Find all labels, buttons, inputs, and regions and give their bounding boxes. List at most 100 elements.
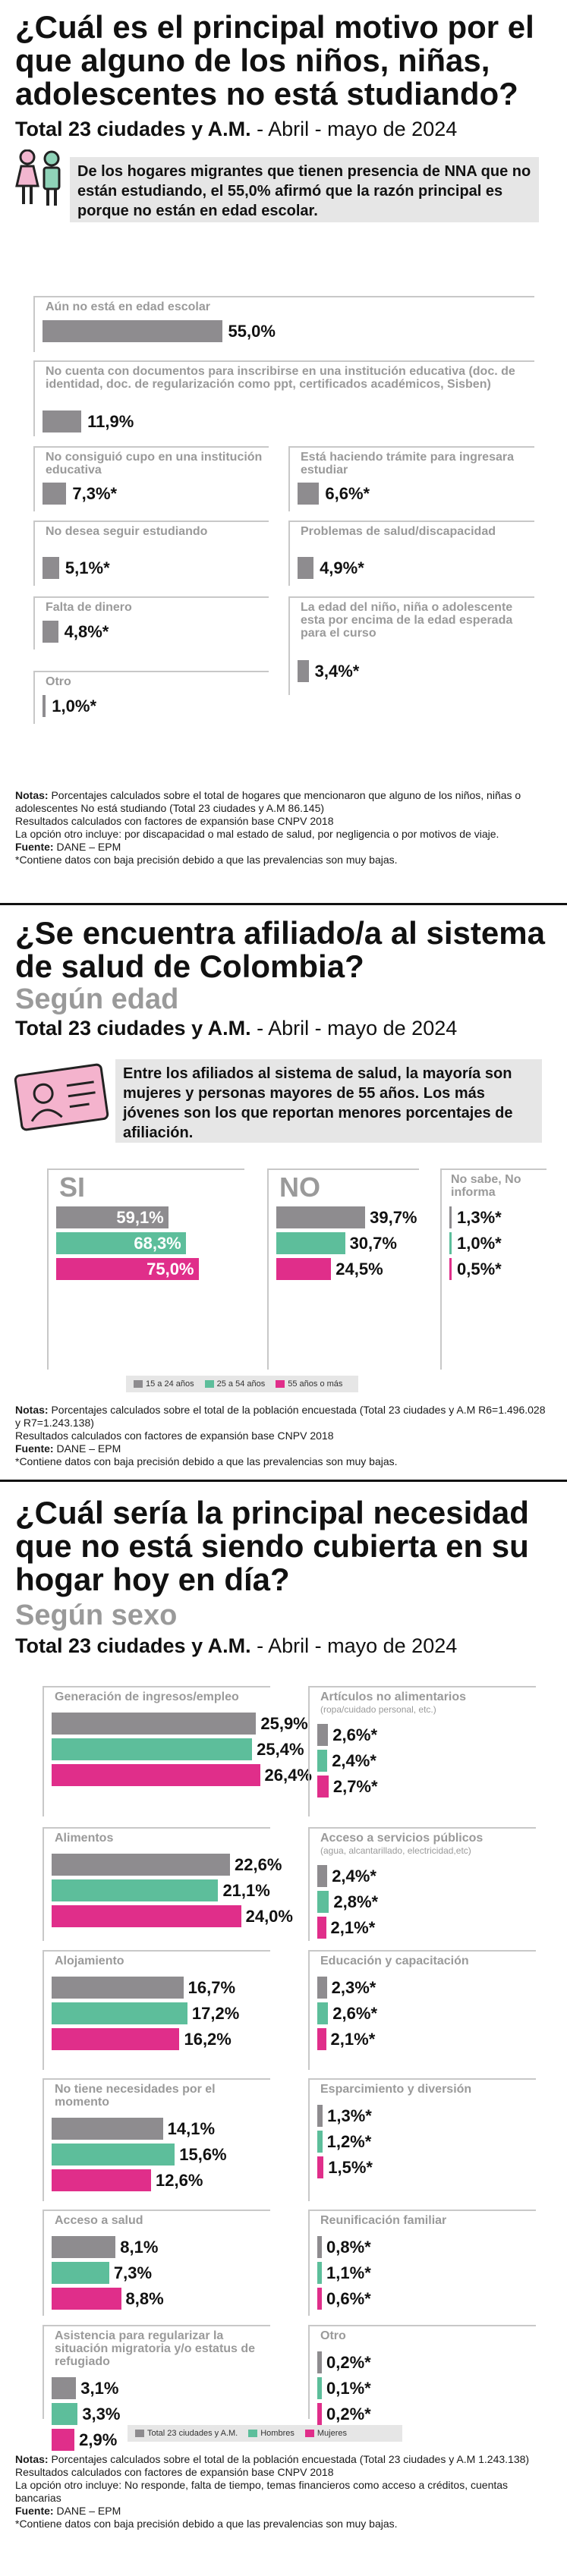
affiliation-group-label: No sabe, No informa xyxy=(451,1173,521,1199)
reason-value: 3,4%* xyxy=(314,662,360,681)
reason-value: 5,1%* xyxy=(65,558,110,577)
reason-label: La edad del niño, niña o adolescente est… xyxy=(301,601,513,640)
need-label: Reunificación familiar xyxy=(320,2214,447,2227)
need-label: Otro xyxy=(320,2329,346,2342)
need-label: Generación de ingresos/empleo xyxy=(55,1691,239,1703)
section-divider xyxy=(0,1480,567,1482)
need-bar xyxy=(52,2144,175,2166)
affiliation-bar xyxy=(449,1258,452,1280)
affiliation-panel-si: SI 59,1% 68,3% 75,0% xyxy=(47,1168,244,1370)
affiliation-value: 30,7% xyxy=(349,1234,397,1253)
need-value: 26,4% xyxy=(264,1766,312,1785)
section3-notes: Notas: Porcentajes calculados sobre el t… xyxy=(15,2453,530,2530)
need-bar xyxy=(317,2288,322,2310)
need-value: 2,4%* xyxy=(332,1751,376,1770)
need-value: 21,1% xyxy=(222,1881,270,1900)
need-bar xyxy=(317,1724,329,1746)
affiliation-bar xyxy=(276,1206,366,1228)
section2-subtitle: Según edad xyxy=(15,983,179,1015)
need-label: Educación y capacitación xyxy=(320,1955,469,1967)
need-panel-asistencia-para-regularizar-la-situacion: Asistencia para regularizar la situación… xyxy=(43,2325,270,2451)
reason-panel-problemas-de-salud-discapacidad: Problemas de salud/discapacidad 4,9%* xyxy=(288,521,534,586)
need-panel-educacion-y-capacitacion: Educación y capacitación 2,3%* 2,6%* 2,1%* xyxy=(308,1950,536,2070)
legend-item-hombres: Hombres xyxy=(248,2429,295,2438)
reason-bar xyxy=(43,621,58,643)
need-panel-esparcimiento-y-diversion: Esparcimiento y diversión 1,3%* 1,2%* 1,5%* xyxy=(308,2078,536,2201)
need-value: 1,2%* xyxy=(326,2132,372,2151)
need-bar xyxy=(52,1738,253,1760)
need-value: 2,3%* xyxy=(331,1978,376,1997)
need-bar xyxy=(317,2262,323,2284)
need-bar xyxy=(317,2105,323,2127)
need-value: 0,2%* xyxy=(326,2353,371,2372)
need-value: 2,6%* xyxy=(332,2004,378,2023)
need-panel-acceso-a-salud: Acceso a salud 8,1% 7,3% 8,8% xyxy=(43,2210,270,2316)
affiliation-bar xyxy=(56,1206,169,1228)
need-value: 7,3% xyxy=(113,2263,153,2282)
affiliation-value: 0,5%* xyxy=(457,1260,502,1279)
need-panel-articulos-no-alimentarios: Artículos no alimentarios (ropa/cuidado p… xyxy=(308,1686,536,1816)
reason-bar xyxy=(43,557,59,579)
need-panel-alimentos: Alimentos 22,6% 21,1% 24,0% xyxy=(43,1827,293,1941)
need-note: (agua, alcantarillado, electricidad,etc) xyxy=(320,1845,471,1856)
affiliation-value: 1,3%* xyxy=(457,1208,502,1227)
reason-bar xyxy=(43,695,46,717)
reason-value: 11,9% xyxy=(87,412,134,431)
reason-bar xyxy=(43,320,222,342)
reason-bar xyxy=(298,483,320,505)
section2-title: ¿Se encuentra afiliado/a al sistema de s… xyxy=(15,915,545,984)
need-panel-no-tiene-necesidades-por-el-momento: No tiene necesidades por el momento 14,1%… xyxy=(43,2078,270,2201)
need-panel-reunificacion-familiar: Reunificación familiar 0,8%* 1,1%* 0,6%* xyxy=(308,2210,536,2316)
section-divider xyxy=(0,903,567,905)
need-value: 17,2% xyxy=(191,2004,240,2023)
need-bar xyxy=(52,2262,109,2284)
affiliation-bar xyxy=(276,1258,332,1280)
id-card-icon xyxy=(12,1061,111,1134)
need-value: 2,6%* xyxy=(332,1725,378,1744)
need-value: 2,1%* xyxy=(330,1918,376,1937)
section3-scope: Total 23 ciudades y A.M. xyxy=(15,1634,251,1657)
need-note: (ropa/cuidado personal, etc.) xyxy=(320,1704,436,1715)
reason-bar xyxy=(43,410,82,432)
reason-value: 4,9%* xyxy=(320,558,364,577)
need-value: 25,9% xyxy=(260,1714,308,1733)
need-bar xyxy=(317,1917,326,1939)
legend-item-55-plus: 55 años o más xyxy=(276,1379,342,1389)
affiliation-value: 75,0% xyxy=(146,1260,194,1279)
reason-label: No consiguió cupo en una institución edu… xyxy=(46,451,263,477)
reason-bar xyxy=(43,483,67,505)
need-bar xyxy=(52,2288,121,2310)
affiliation-bar xyxy=(449,1232,452,1254)
need-label: Alimentos xyxy=(55,1832,114,1845)
reason-panel-falta-de-dinero: Falta de dinero 4,8%* xyxy=(33,596,269,650)
need-label: Alojamiento xyxy=(55,1955,124,1967)
need-value: 2,4%* xyxy=(332,1867,376,1886)
affiliation-value: 39,7% xyxy=(370,1208,417,1227)
section2-notes: Notas: Porcentajes calculados sobre el t… xyxy=(15,1404,546,1467)
need-bar xyxy=(52,2118,163,2140)
affiliation-value: 1,0%* xyxy=(457,1234,502,1253)
need-bar xyxy=(317,1865,328,1887)
need-value: 1,3%* xyxy=(327,2106,372,2125)
need-value: 1,1%* xyxy=(326,2263,371,2282)
need-value: 2,8%* xyxy=(333,1892,379,1911)
need-value: 2,9% xyxy=(79,2430,118,2449)
need-bar xyxy=(317,2131,323,2153)
reason-value: 7,3%* xyxy=(72,484,118,503)
need-bar xyxy=(52,1905,241,1927)
need-bar xyxy=(317,1977,327,1999)
need-panel-acceso-a-servicios-publicos: Acceso a servicios públicos (agua, alcant… xyxy=(308,1827,536,1941)
need-label: Asistencia para regularizar la situación… xyxy=(55,2329,256,2368)
need-bar xyxy=(317,2351,322,2373)
section3-period: - Abril - mayo de 2024 xyxy=(257,1634,458,1657)
reason-value: 55,0% xyxy=(228,322,276,341)
need-value: 15,6% xyxy=(179,2145,227,2164)
affiliation-value: 68,3% xyxy=(134,1234,181,1253)
need-bar xyxy=(317,2377,322,2399)
need-bar xyxy=(52,1713,257,1735)
section3-title: ¿Cuál sería la principal necesidad que n… xyxy=(15,1495,529,1597)
need-value: 0,2%* xyxy=(326,2405,371,2423)
reason-bar xyxy=(298,557,314,579)
affiliation-value: 24,5% xyxy=(335,1260,383,1279)
need-label: No tiene necesidades por el momento xyxy=(55,2083,216,2109)
